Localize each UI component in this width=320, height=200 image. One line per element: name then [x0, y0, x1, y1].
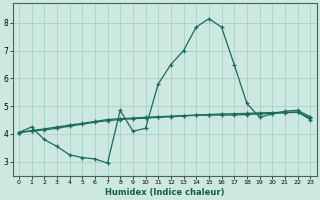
X-axis label: Humidex (Indice chaleur): Humidex (Indice chaleur): [105, 188, 224, 197]
